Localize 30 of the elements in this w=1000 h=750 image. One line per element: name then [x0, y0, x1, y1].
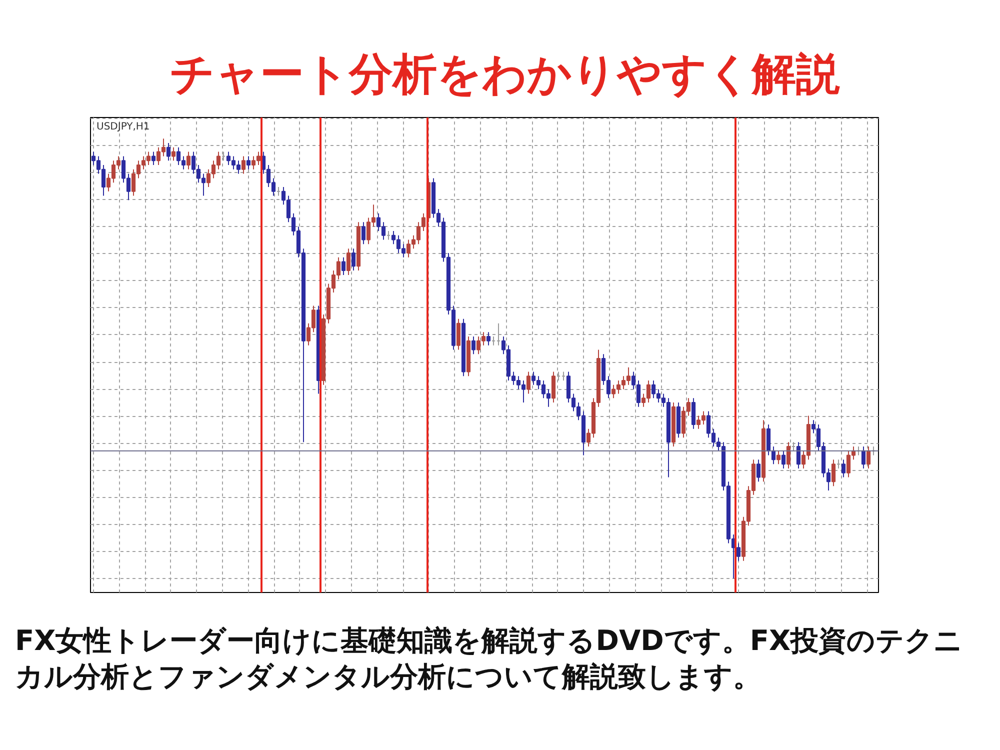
candlestick	[786, 442, 791, 469]
candlestick	[841, 459, 846, 478]
candlestick	[351, 248, 356, 272]
candlestick	[766, 424, 771, 456]
candlestick	[151, 151, 156, 166]
candlestick	[361, 222, 366, 245]
candlestick	[796, 442, 801, 469]
candlestick	[831, 459, 836, 487]
chart-title: チャート分析をわかりやすく解説	[169, 49, 841, 100]
candlestick	[551, 371, 556, 403]
candlestick	[241, 156, 246, 174]
candlestick	[526, 371, 531, 394]
candlestick	[736, 542, 741, 562]
candlestick	[861, 446, 866, 469]
candlestick	[171, 146, 176, 162]
candlestick	[246, 156, 251, 170]
text: FX女性トレーダー向けに基礎知識を解説するDVDです。FX投資のテクニカル分析とファンダメンタル分析について解説致します。	[14, 623, 964, 695]
candlestick	[691, 398, 696, 430]
candlestick	[776, 450, 781, 465]
candlestick	[166, 142, 171, 162]
candlestick	[471, 336, 476, 355]
candlestick	[866, 446, 871, 469]
candlestick	[456, 318, 461, 350]
candlestick	[341, 256, 346, 276]
candlestick	[486, 332, 491, 346]
candlestick	[186, 151, 191, 170]
candlestick	[756, 459, 761, 482]
text: USDJPY,H1	[96, 122, 150, 132]
candlestick	[346, 248, 351, 276]
candlestick	[781, 450, 786, 469]
